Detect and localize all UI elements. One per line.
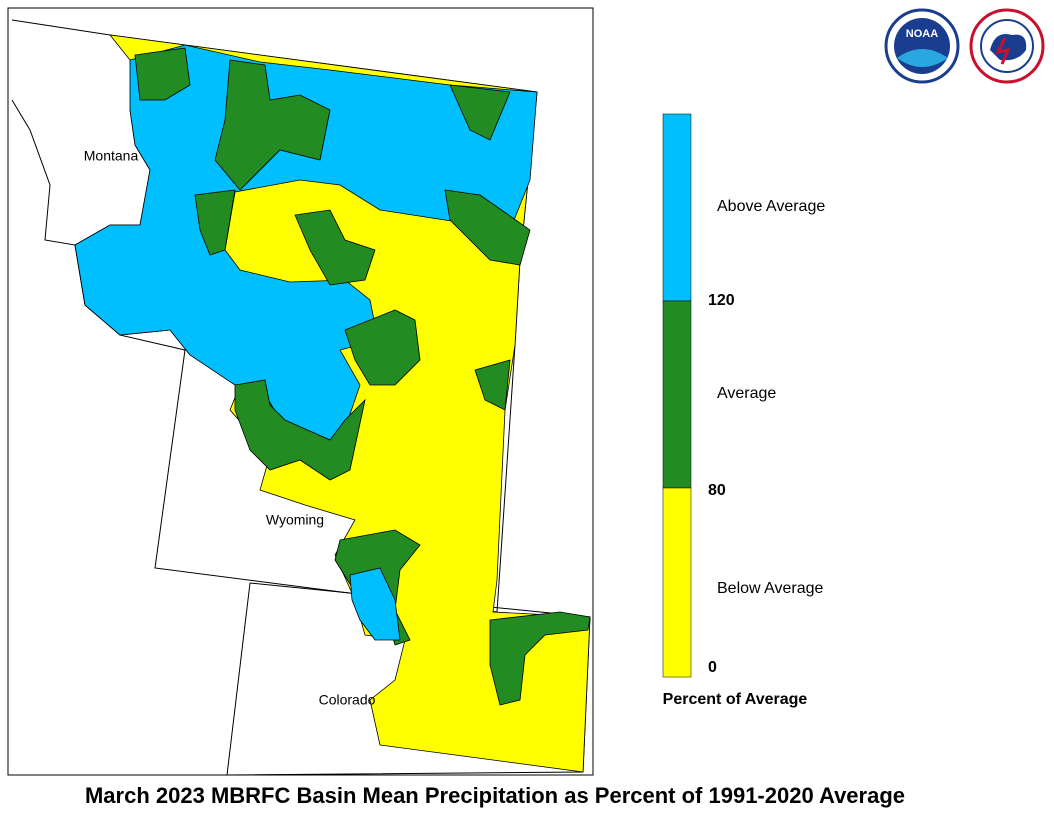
average-region xyxy=(489,611,591,706)
legend: Above Average Average Below Average 120 … xyxy=(662,113,825,708)
legend-label: Below Average xyxy=(717,580,824,597)
legend-swatch xyxy=(662,487,692,678)
nws-logo-cloud xyxy=(990,34,1027,61)
average-region xyxy=(474,359,511,411)
average-region xyxy=(194,189,236,256)
state-label: Colorado xyxy=(319,692,376,708)
state-label: Montana xyxy=(84,148,139,164)
noaa-logo-text: NOAA xyxy=(906,28,938,40)
legend-label: Above Average xyxy=(717,198,825,215)
legend-tick: 0 xyxy=(708,659,717,676)
noaa-logo-wave xyxy=(897,49,948,67)
title: March 2023 MBRFC Basin Mean Precipitatio… xyxy=(85,783,905,808)
nws-logo-bolt xyxy=(995,37,1011,65)
legend-label: Average xyxy=(717,385,776,402)
legend-tick: 80 xyxy=(708,482,726,499)
legend-swatch xyxy=(662,113,692,302)
average-region xyxy=(134,47,191,101)
state-label: Wyoming xyxy=(266,512,324,528)
legend-tick: 120 xyxy=(708,292,735,309)
logos: NOAA xyxy=(884,8,1045,84)
average-region xyxy=(449,84,511,141)
above-average-region xyxy=(349,567,401,641)
map: Montana Wyoming Colorado xyxy=(11,19,591,776)
legend-title: Percent of Average xyxy=(663,691,808,708)
average-region xyxy=(344,309,421,386)
average-region xyxy=(234,379,366,481)
average-region xyxy=(444,189,531,266)
average-region xyxy=(294,209,376,286)
legend-swatch xyxy=(662,300,692,489)
average-region xyxy=(214,59,331,191)
